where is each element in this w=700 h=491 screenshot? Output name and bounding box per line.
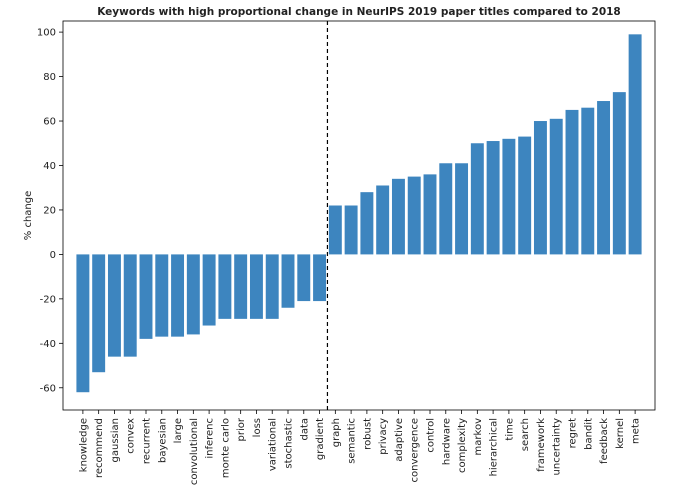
bar bbox=[313, 254, 327, 302]
x-tick-label: privacy bbox=[378, 418, 389, 455]
bar bbox=[470, 143, 484, 255]
x-tick-label: knowledge bbox=[78, 418, 89, 472]
bar bbox=[612, 92, 626, 255]
x-tick-label: search bbox=[520, 418, 531, 451]
bar bbox=[155, 254, 169, 337]
bar bbox=[360, 192, 374, 255]
y-tick-label: 100 bbox=[37, 28, 56, 39]
y-axis-label: % change bbox=[23, 191, 34, 240]
bar bbox=[407, 176, 421, 255]
x-tick-label: convergence bbox=[410, 418, 421, 482]
bar bbox=[92, 254, 106, 373]
bar bbox=[139, 254, 153, 339]
x-tick-label: convolutional bbox=[189, 418, 200, 485]
bar bbox=[518, 136, 532, 255]
x-tick-label: gradient bbox=[315, 418, 326, 460]
bar bbox=[297, 254, 311, 302]
x-tick-label: stochastic bbox=[284, 418, 295, 469]
x-tick-label: data bbox=[299, 418, 310, 441]
bar bbox=[455, 163, 469, 255]
x-tick-label: hierarchical bbox=[489, 418, 500, 476]
x-tick-label: hardware bbox=[441, 418, 452, 465]
x-tick-label: uncertainty bbox=[552, 418, 563, 476]
x-tick-label: regret bbox=[568, 418, 579, 448]
x-tick-label: graph bbox=[331, 418, 342, 447]
bar bbox=[171, 254, 185, 337]
x-tick-label: adaptive bbox=[394, 418, 405, 462]
plot-frame bbox=[62, 20, 656, 411]
y-tick-label: -20 bbox=[40, 294, 56, 305]
x-tick-label: time bbox=[504, 418, 515, 441]
y-tick-label: 20 bbox=[43, 205, 56, 216]
x-tick-label: prior bbox=[236, 417, 247, 441]
y-tick-label: 60 bbox=[43, 117, 56, 128]
bar bbox=[123, 254, 137, 357]
x-tick-label: meta bbox=[631, 418, 642, 444]
bar bbox=[565, 109, 579, 255]
bar bbox=[502, 138, 516, 255]
x-tick-label: control bbox=[426, 418, 437, 453]
y-tick-label: -60 bbox=[40, 383, 56, 394]
x-tick-label: monte carlo bbox=[220, 418, 231, 478]
x-tick-label: gaussian bbox=[110, 418, 121, 462]
x-tick-label: markov bbox=[473, 418, 484, 456]
bar bbox=[107, 254, 121, 357]
x-tick-label: large bbox=[173, 418, 184, 443]
bar bbox=[628, 34, 642, 255]
x-tick-label: recurrent bbox=[142, 418, 153, 464]
bar bbox=[486, 141, 500, 255]
bar bbox=[281, 254, 295, 308]
x-tick-label: framework bbox=[536, 418, 547, 472]
bar bbox=[218, 254, 232, 319]
x-tick-label: bandit bbox=[583, 418, 594, 450]
x-tick-label: variational bbox=[268, 418, 279, 471]
x-tick-label: convex bbox=[126, 418, 137, 454]
bar bbox=[186, 254, 200, 335]
bar bbox=[549, 118, 563, 255]
bar bbox=[439, 163, 453, 255]
bar bbox=[328, 205, 342, 255]
chart-title: Keywords with high proportional change i… bbox=[97, 6, 621, 18]
x-tick-label: complexity bbox=[457, 418, 468, 473]
bar bbox=[234, 254, 248, 319]
x-tick-label: bayesian bbox=[157, 418, 168, 463]
x-tick-label: inferenc bbox=[205, 418, 216, 459]
x-tick-label: semantic bbox=[347, 418, 358, 464]
bar bbox=[533, 121, 547, 255]
bar bbox=[376, 185, 390, 255]
y-tick-label: -40 bbox=[40, 339, 56, 350]
x-tick-label: recommend bbox=[94, 418, 105, 478]
bar bbox=[202, 254, 216, 326]
bar bbox=[423, 174, 437, 255]
y-tick-label: 80 bbox=[43, 72, 56, 83]
bar bbox=[249, 254, 263, 319]
bar bbox=[581, 107, 595, 255]
plot-area: -60 -40 -20 0 20 40 60 80 100 knowledge recommend g… bbox=[37, 20, 656, 485]
bar bbox=[597, 101, 611, 255]
y-tick-label: 40 bbox=[43, 161, 56, 172]
x-tick-label: kernel bbox=[615, 418, 626, 449]
bar bbox=[344, 205, 358, 255]
bar bbox=[391, 178, 405, 255]
x-tick-label: robust bbox=[362, 418, 373, 450]
bar bbox=[76, 254, 90, 393]
y-tick-label: 0 bbox=[50, 250, 56, 261]
x-tick-label: feedback bbox=[599, 418, 610, 464]
bar bbox=[265, 254, 279, 319]
x-tick-label: loss bbox=[252, 418, 263, 437]
